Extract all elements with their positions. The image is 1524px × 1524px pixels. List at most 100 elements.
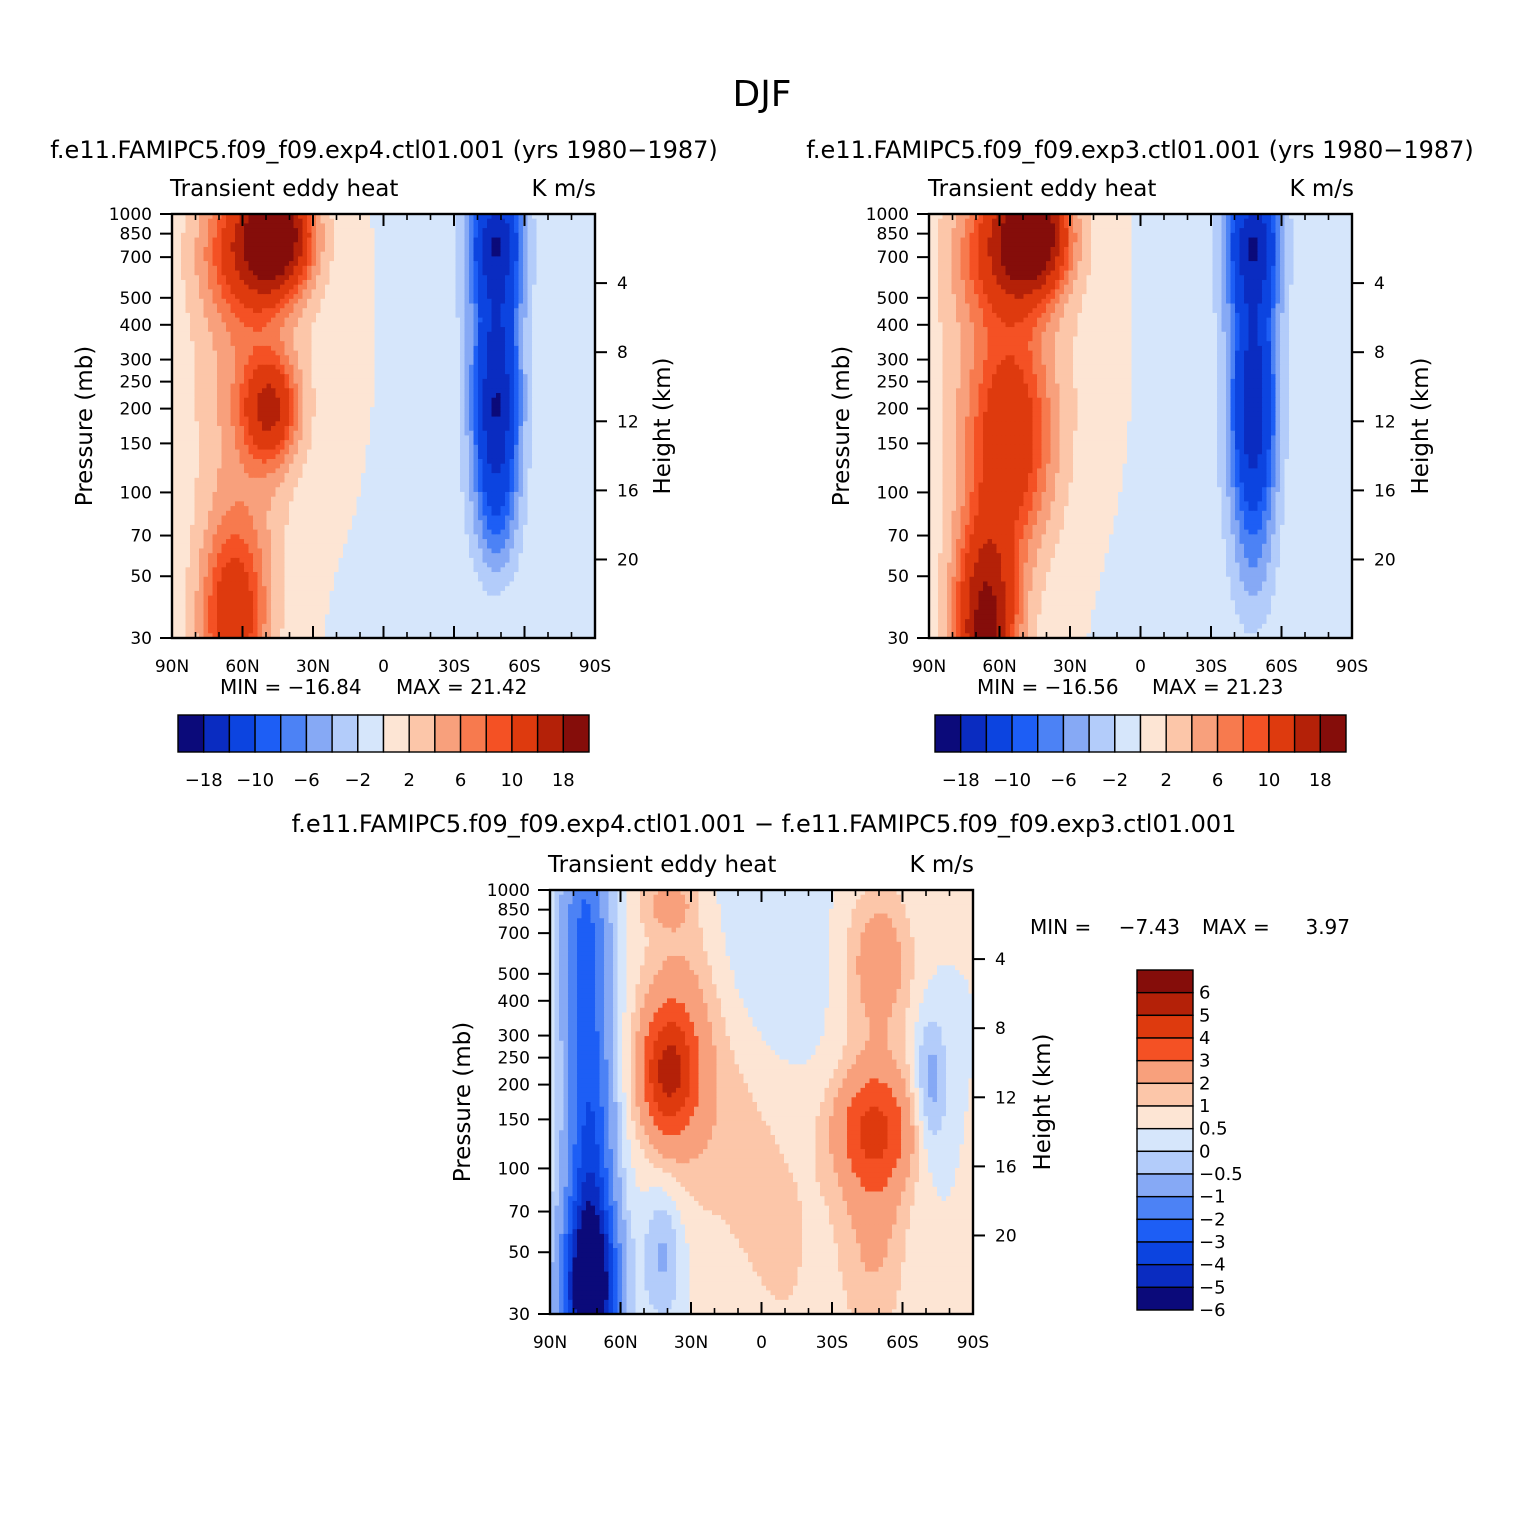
field-cell — [460, 350, 466, 356]
field-cell — [329, 284, 335, 290]
field-cell — [388, 256, 394, 262]
field-cell — [181, 411, 187, 418]
field-cell — [302, 312, 308, 319]
field-cell — [172, 261, 178, 267]
field-cell — [356, 360, 362, 366]
field-cell — [302, 289, 308, 295]
field-cell — [536, 444, 542, 451]
field-cell — [383, 308, 389, 314]
field-cell — [190, 364, 196, 371]
field-cell — [428, 256, 434, 262]
field-cell — [388, 214, 394, 220]
field-cell — [464, 411, 470, 418]
field-cell — [172, 284, 178, 290]
field-cell — [203, 383, 209, 389]
field-cell — [536, 430, 542, 437]
field-cell — [370, 256, 376, 262]
field-cell — [550, 426, 556, 432]
field-cell — [284, 256, 290, 262]
field-cell — [212, 444, 218, 451]
field-cell — [433, 341, 439, 347]
field-cell — [383, 289, 389, 295]
field-cell — [446, 350, 452, 356]
field-cell — [478, 345, 484, 352]
field-cell — [289, 218, 295, 225]
field-cell — [289, 397, 295, 404]
field-cell — [208, 265, 214, 272]
field-cell — [415, 303, 421, 309]
field-cell — [410, 430, 416, 437]
field-cell — [199, 228, 205, 234]
field-cell — [532, 336, 538, 342]
field-cell — [442, 228, 448, 234]
field-cell — [271, 402, 277, 408]
field-cell — [581, 360, 587, 366]
field-cell — [559, 444, 565, 451]
field-cell — [284, 369, 290, 375]
field-cell — [419, 440, 425, 446]
field-cell — [343, 298, 349, 305]
field-cell — [221, 407, 227, 413]
field-cell — [239, 242, 245, 248]
field-cell — [577, 454, 583, 460]
field-cell — [311, 440, 317, 446]
field-cell — [379, 289, 385, 295]
panel-1: f.e11.FAMIPC5.f09_f09.exp4.ctl01.001 (yr… — [50, 136, 718, 791]
field-cell — [541, 246, 547, 253]
field-cell — [410, 303, 416, 309]
field-cell — [518, 430, 524, 437]
field-cell — [550, 265, 556, 272]
field-cell — [280, 298, 286, 305]
field-cell — [235, 327, 241, 333]
field-cell — [469, 397, 475, 404]
field-cell — [505, 251, 511, 257]
field-cell — [334, 246, 340, 253]
field-cell — [424, 256, 430, 262]
field-cell — [401, 407, 407, 413]
field-cell — [203, 454, 209, 460]
field-cell — [181, 275, 187, 281]
field-cell — [550, 407, 556, 413]
field-cell — [550, 440, 556, 446]
field-cell — [523, 383, 529, 389]
field-cell — [275, 275, 281, 281]
field-cell — [293, 421, 299, 427]
field-cell — [262, 265, 268, 272]
field-cell — [460, 308, 466, 314]
field-cell — [325, 331, 331, 338]
field-cell — [442, 416, 448, 422]
field-cell — [185, 294, 191, 300]
field-cell — [527, 388, 533, 394]
field-cell — [379, 251, 385, 257]
field-cell — [311, 378, 317, 385]
field-cell — [226, 261, 232, 267]
field-cell — [352, 421, 358, 427]
field-cell — [518, 289, 524, 295]
field-cell — [374, 312, 380, 319]
field-cell — [172, 327, 178, 333]
field-cell — [329, 218, 335, 225]
field-cell — [415, 345, 421, 352]
field-cell — [271, 355, 277, 361]
field-cell — [388, 355, 394, 361]
field-cell — [590, 270, 596, 276]
field-cell — [536, 298, 542, 305]
field-cell — [419, 374, 425, 380]
field-cell — [554, 303, 560, 309]
field-cell — [532, 237, 538, 243]
field-cell — [298, 336, 304, 342]
field-cell — [298, 402, 304, 408]
field-cell — [469, 270, 475, 276]
field-cell — [532, 444, 538, 451]
field-cell — [212, 426, 218, 432]
field-cell — [509, 289, 515, 295]
field-cell — [473, 388, 479, 394]
field-cell — [397, 378, 403, 385]
field-cell — [271, 350, 277, 356]
field-cell — [284, 364, 290, 371]
field-cell — [433, 303, 439, 309]
field-cell — [266, 312, 272, 319]
field-cell — [316, 218, 322, 225]
field-cell — [284, 265, 290, 272]
field-cell — [478, 327, 484, 333]
